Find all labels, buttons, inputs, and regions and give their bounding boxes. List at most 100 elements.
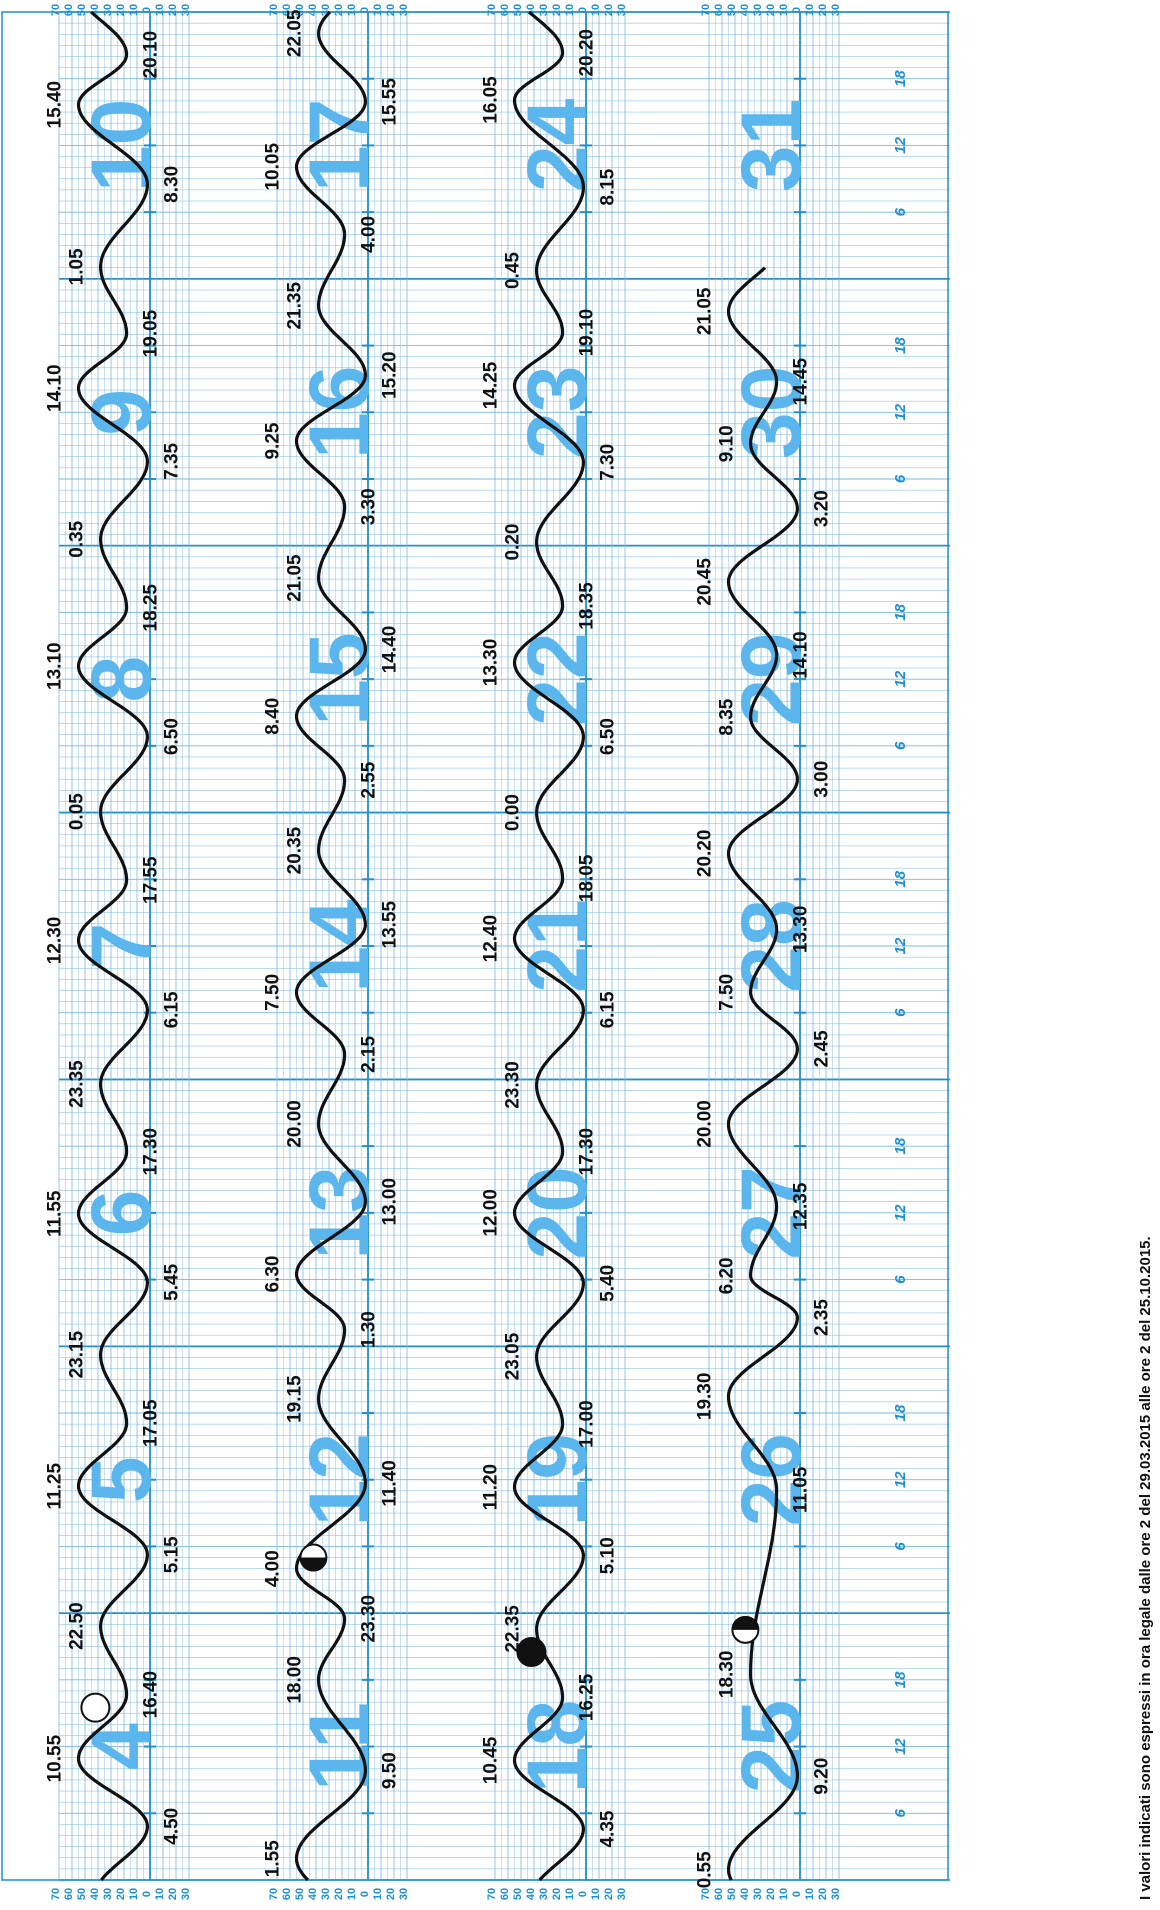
extreme-time-label: 19.10 [577,309,598,357]
extreme-time-label: 19.15 [285,1375,306,1423]
day-number: 25 [724,1700,818,1793]
extreme-time-label: 1.05 [67,248,88,285]
amplitude-tick-label: 30 [320,1888,332,1900]
extreme-time-label: 23.35 [67,1060,88,1108]
extreme-time-label: 23.30 [359,1595,380,1643]
day-number: 24 [510,98,604,192]
amplitude-tick-label: 70 [700,1888,712,1900]
day-number: 17 [292,99,386,192]
amplitude-tick-label: 60 [63,1888,75,1900]
extreme-time-label: 16.25 [577,1673,598,1721]
amplitude-tick-label: 50 [294,4,306,16]
extreme-time-label: 12.35 [791,1182,812,1230]
amplitude-tick-label: 10 [564,4,576,16]
extreme-time-label: 0.55 [695,1851,716,1888]
day-number: 7 [74,923,168,970]
extreme-time-label: 4.35 [597,1810,618,1847]
hour-tick-label: 12 [892,937,909,954]
hour-tick-label: 6 [892,1808,909,1817]
extreme-time-label: 9.20 [811,1758,832,1795]
day-number: 29 [724,632,818,725]
amplitude-tick-label: 40 [525,1888,537,1900]
extreme-time-label: 0.45 [503,252,524,289]
extreme-time-label: 14.45 [791,358,812,406]
amplitude-tick-label: 20 [333,4,345,16]
amplitude-tick-label: 60 [499,4,511,16]
extreme-time-label: 9.10 [717,425,738,462]
day-number: 30 [724,366,818,459]
extreme-time-label: 0.05 [67,793,88,830]
extreme-time-label: 23.30 [503,1061,524,1109]
hour-tick-label: 12 [892,1738,909,1755]
amplitude-tick-label: 10 [590,1888,602,1900]
extreme-time-label: 15.20 [379,351,400,399]
extreme-time-label: 5.45 [161,1263,182,1300]
tide-curve [294,10,367,1882]
tide-curve [726,266,799,1881]
amplitude-tick-label: 30 [538,1888,550,1900]
extreme-time-label: 7.35 [161,442,182,479]
extreme-time-label: 13.00 [379,1178,400,1226]
extreme-time-label: 23.05 [503,1332,524,1380]
day-number: 23 [510,366,604,459]
hour-tick-label: 18 [892,603,909,620]
day-number: 10 [74,99,168,192]
extreme-time-label: 14.10 [791,631,812,679]
day-number: 22 [510,632,604,725]
extreme-time-label: 17.30 [577,1128,598,1176]
extreme-time-label: 2.45 [811,1030,832,1067]
hour-tick-label: 12 [892,403,909,420]
tide-curve [512,10,585,1882]
extreme-time-label: 11.40 [379,1460,400,1507]
extreme-time-label: 4.00 [359,216,380,253]
amplitude-tick-label: 0 [791,7,803,13]
extreme-time-label: 10.55 [45,1734,66,1782]
amplitude-tick-label: 20 [603,1888,615,1900]
amplitude-tick-label: 50 [726,4,738,16]
extreme-time-label: 13.10 [45,642,66,690]
amplitude-tick-label: 40 [739,1888,751,1900]
extreme-time-label: 16.40 [141,1671,162,1719]
amplitude-tick-label: 40 [525,4,537,16]
amplitude-tick-label: 0 [141,7,153,13]
moon-first-quarter-icon [731,1615,760,1644]
extreme-time-label: 4.50 [161,1808,182,1845]
amplitude-tick-label: 30 [180,4,192,16]
amplitude-tick-label: 30 [752,4,764,16]
extreme-time-label: 11.55 [45,1190,66,1237]
amplitude-tick-label: 20 [603,4,615,16]
extreme-time-label: 11.05 [791,1466,812,1513]
extreme-time-label: 14.40 [379,626,400,674]
amplitude-tick-label: 70 [268,4,280,16]
amplitude-tick-label: 20 [551,1888,563,1900]
amplitude-tick-label: 20 [817,4,829,16]
amplitude-tick-label: 60 [499,1888,511,1900]
day-number: 11 [292,1702,386,1791]
extreme-time-label: 6.15 [597,991,618,1028]
hour-tick-label: 18 [892,70,909,87]
amplitude-tick-label: 10 [154,1888,166,1900]
extreme-time-label: 3.30 [359,488,380,525]
hour-tick-label: 18 [892,1137,909,1154]
extreme-time-label: 20.00 [695,1100,716,1148]
extreme-time-label: 18.35 [577,582,598,630]
amplitude-tick-label: 30 [616,1888,628,1900]
amplitude-tick-label: 20 [167,4,179,16]
amplitude-tick-label: 0 [791,1891,803,1897]
hour-tick-label: 12 [892,136,909,153]
amplitude-tick-label: 40 [739,4,751,16]
extreme-time-label: 14.10 [45,364,66,412]
amplitude-tick-label: 60 [281,4,293,16]
extreme-time-label: 19.05 [141,309,162,357]
extreme-time-label: 0.00 [503,794,524,831]
extreme-time-label: 20.10 [141,31,162,79]
extreme-time-label: 13.55 [379,900,400,948]
amplitude-tick-label: 30 [752,1888,764,1900]
day-number: 12 [292,1433,386,1526]
day-number: 14 [292,899,386,993]
extreme-time-label: 8.15 [597,168,618,205]
extreme-time-label: 6.30 [263,1256,284,1293]
amplitude-tick-label: 10 [346,1888,358,1900]
hour-tick-label: 18 [892,337,909,354]
extreme-time-label: 19.30 [695,1373,716,1421]
